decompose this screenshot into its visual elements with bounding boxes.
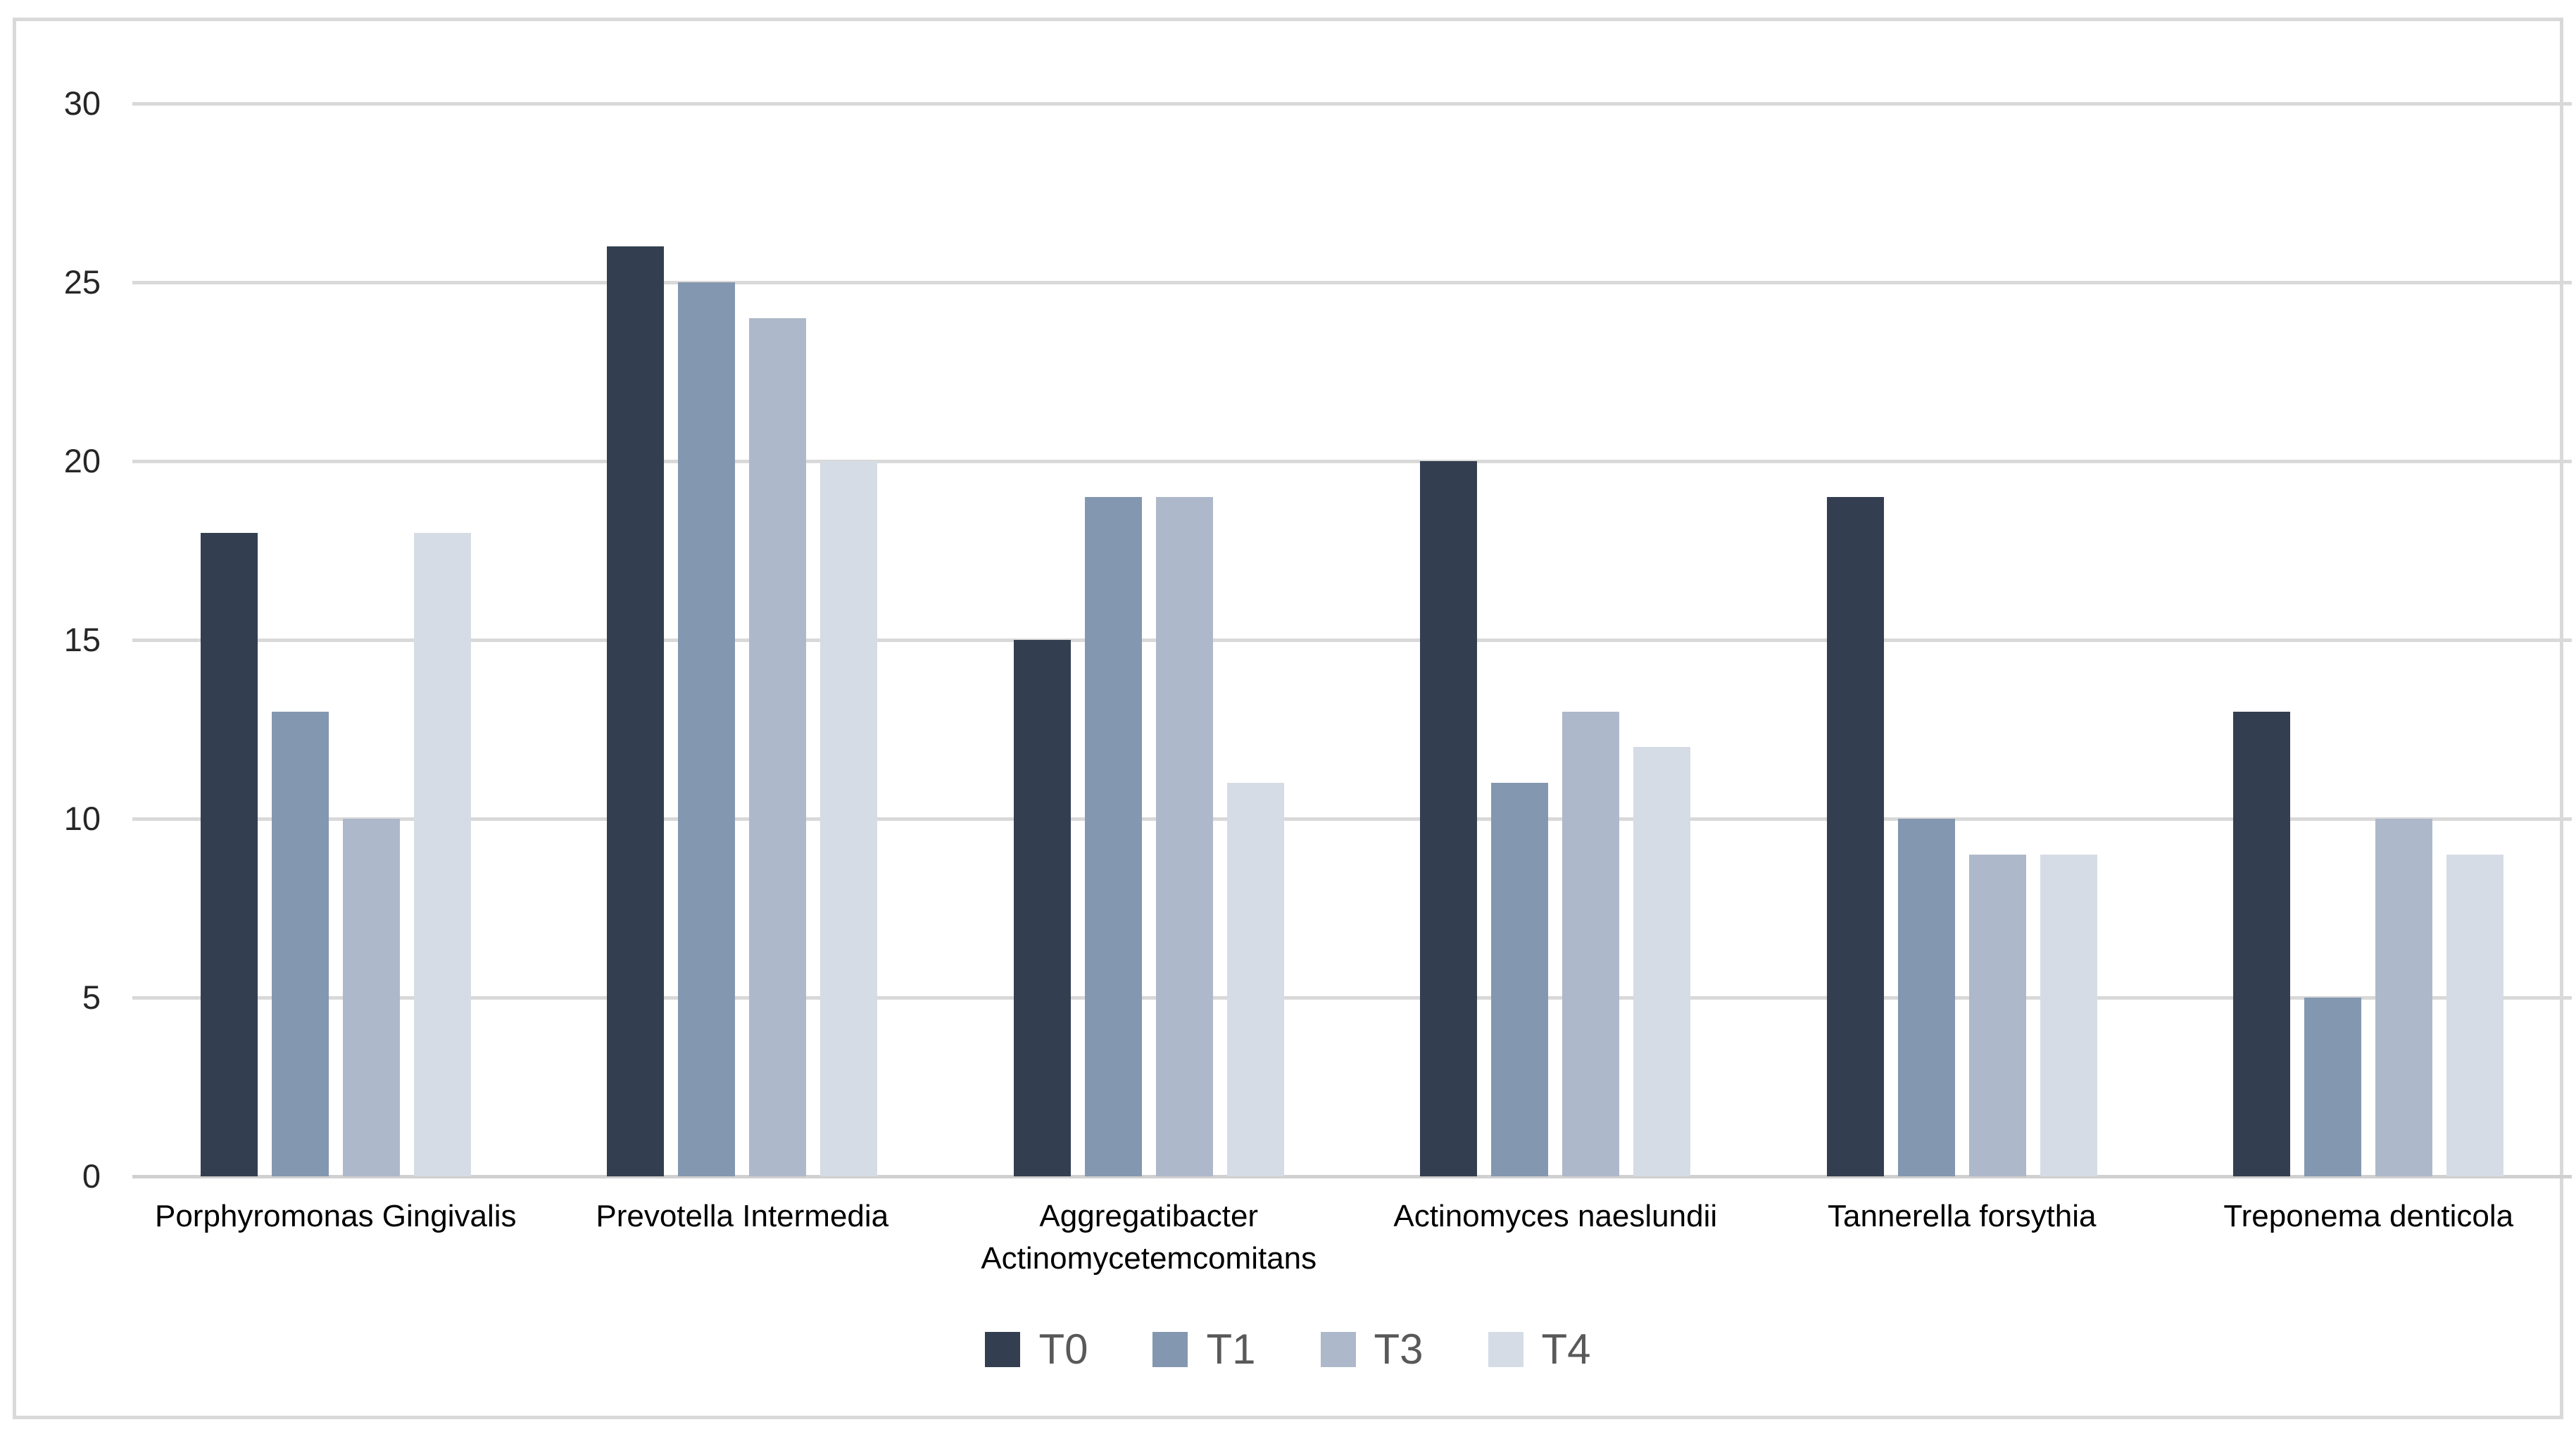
gridline-5 [132,996,2572,1000]
x-category-label: Actinomyces naeslundii [1352,1195,1759,1238]
x-category-label-text: Treponema denticola [2223,1199,2514,1233]
legend-item-T3: T3 [1320,1325,1424,1374]
plot-area [132,102,2572,1178]
legend-swatch-icon [1488,1332,1523,1367]
y-tick-label-30: 30 [63,84,101,122]
legend-swatch-icon [1152,1332,1188,1367]
bar-T0-category-5 [1826,496,1884,1176]
y-tick-label-20: 20 [63,442,101,479]
legend-label: T0 [1038,1326,1088,1373]
gridline-25 [132,281,2572,284]
chart-frame: 0 5 10 15 20 25 30 Porphyromonas Gingivalis Pre… [13,18,2572,1419]
bar-T0-category-2 [607,246,665,1176]
bar-T1-category-4 [1491,783,1549,1176]
bar-T1-category-2 [678,282,736,1176]
x-category-label-text: Tannerella forsythia [1827,1199,2097,1233]
bar-T4-category-5 [2040,854,2097,1176]
bar-T1-category-3 [1084,496,1142,1176]
bar-T3-category-2 [749,317,807,1176]
bar-T4-category-1 [413,532,471,1176]
legend-label: T3 [1374,1326,1424,1373]
x-axis-line [132,1175,2572,1178]
x-category-label: Treponema denticola [2166,1195,2572,1238]
legend-label: T4 [1541,1326,1591,1373]
x-category-label-text: Prevotella Intermedia [596,1199,889,1233]
gridline-20 [132,460,2572,463]
bar-T3-category-5 [1968,854,2026,1176]
y-tick-label-25: 25 [63,263,101,301]
bar-T0-category-3 [1013,640,1071,1176]
bar-T4-category-3 [1226,783,1284,1176]
legend: T0 T1 T3 T4 [16,1325,2560,1374]
gridline-15 [132,639,2572,642]
legend-item-T0: T0 [985,1325,1088,1374]
bar-T0-category-1 [200,532,258,1176]
bar-T3-category-4 [1562,711,1620,1176]
bar-T1-category-1 [271,711,329,1176]
x-category-label-text: Porphyromonas Gingivalis [154,1199,517,1233]
legend-swatch-icon [1320,1332,1356,1367]
bar-T0-category-4 [1420,461,1478,1176]
bar-T1-category-6 [2304,998,2362,1176]
bar-T1-category-5 [1897,819,1955,1176]
bar-T4-category-4 [1633,747,1691,1176]
bar-T3-category-6 [2375,819,2433,1176]
gridline-10 [132,817,2572,821]
x-axis: Porphyromonas Gingivalis Prevotella Inter… [132,1195,2572,1336]
bar-T3-category-3 [1155,496,1213,1176]
x-category-label: Porphyromonas Gingivalis [132,1195,539,1238]
bar-T4-category-6 [2446,854,2504,1176]
legend-item-T4: T4 [1488,1325,1591,1374]
legend-label: T1 [1206,1326,1256,1373]
x-category-label: Aggregatibacter Actinomycetemcomitans [945,1195,1352,1280]
bar-T0-category-6 [2233,711,2291,1176]
bar-T4-category-2 [820,461,878,1176]
y-tick-label-10: 10 [63,800,101,837]
x-category-label-text: Aggregatibacter Actinomycetemcomitans [981,1199,1317,1276]
gridline-30 [132,102,2572,106]
legend-swatch-icon [985,1332,1021,1367]
x-category-label-text: Actinomyces naeslundii [1393,1199,1718,1233]
y-tick-label-5: 5 [82,979,101,1016]
y-axis: 0 5 10 15 20 25 30 [16,84,109,1195]
bar-T3-category-1 [342,819,400,1176]
x-category-label: Tannerella forsythia [1759,1195,2166,1238]
y-tick-label-15: 15 [63,621,101,658]
y-tick-label-0: 0 [82,1157,101,1195]
x-category-label: Prevotella Intermedia [539,1195,946,1238]
legend-item-T1: T1 [1152,1325,1256,1374]
